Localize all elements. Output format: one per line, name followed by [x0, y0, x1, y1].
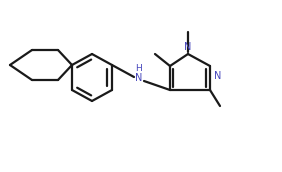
Text: N: N [135, 73, 143, 83]
Text: N: N [184, 42, 192, 52]
Text: N: N [214, 71, 221, 81]
Text: H: H [136, 64, 142, 73]
